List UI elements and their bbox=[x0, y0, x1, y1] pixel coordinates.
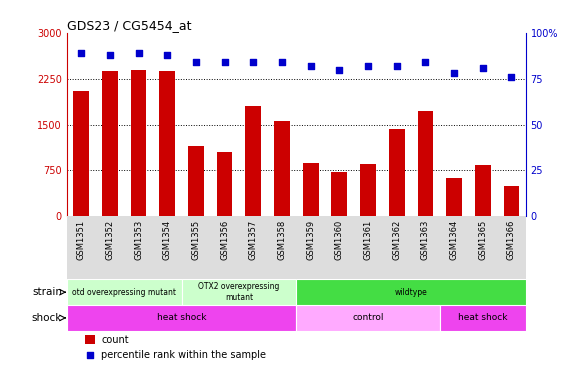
Text: heat shock: heat shock bbox=[458, 313, 508, 322]
Text: strain: strain bbox=[32, 287, 62, 297]
Text: control: control bbox=[352, 313, 384, 322]
Text: GSM1365: GSM1365 bbox=[478, 219, 487, 259]
Text: GSM1357: GSM1357 bbox=[249, 219, 258, 259]
Text: GSM1356: GSM1356 bbox=[220, 219, 229, 259]
Point bbox=[335, 67, 344, 72]
Bar bbox=[102, 71, 118, 216]
Point bbox=[277, 59, 286, 65]
FancyBboxPatch shape bbox=[440, 305, 526, 331]
Text: percentile rank within the sample: percentile rank within the sample bbox=[101, 350, 266, 361]
Text: heat shock: heat shock bbox=[157, 313, 206, 322]
FancyBboxPatch shape bbox=[181, 279, 296, 305]
Bar bbox=[217, 152, 232, 216]
Text: GSM1362: GSM1362 bbox=[392, 219, 401, 259]
Text: wildtype: wildtype bbox=[394, 288, 428, 297]
Point bbox=[163, 52, 172, 58]
Point bbox=[191, 59, 200, 65]
Text: GSM1358: GSM1358 bbox=[278, 219, 286, 259]
Text: GSM1354: GSM1354 bbox=[163, 219, 172, 259]
Bar bbox=[360, 164, 376, 216]
Bar bbox=[389, 129, 404, 216]
Bar bbox=[274, 121, 290, 216]
FancyBboxPatch shape bbox=[296, 279, 526, 305]
Point bbox=[504, 281, 514, 287]
Text: GSM1361: GSM1361 bbox=[364, 219, 372, 259]
Bar bbox=[85, 335, 95, 344]
Text: shock: shock bbox=[32, 313, 62, 323]
Text: GSM1352: GSM1352 bbox=[105, 219, 114, 259]
Bar bbox=[418, 111, 433, 216]
Text: GSM1353: GSM1353 bbox=[134, 219, 143, 259]
Point bbox=[249, 59, 258, 65]
Bar bbox=[159, 71, 175, 216]
Point bbox=[134, 50, 143, 56]
Bar bbox=[73, 91, 89, 216]
Point bbox=[220, 59, 229, 65]
Point bbox=[77, 50, 86, 56]
Text: count: count bbox=[101, 335, 129, 345]
Bar bbox=[245, 106, 261, 216]
Bar bbox=[446, 178, 462, 216]
Text: OTX2 overexpressing
mutant: OTX2 overexpressing mutant bbox=[198, 283, 279, 302]
Bar bbox=[131, 70, 146, 216]
FancyBboxPatch shape bbox=[296, 305, 440, 331]
Bar bbox=[331, 172, 347, 216]
Text: GSM1366: GSM1366 bbox=[507, 219, 516, 260]
Bar bbox=[188, 146, 204, 216]
Text: GSM1355: GSM1355 bbox=[191, 219, 200, 259]
Bar bbox=[303, 163, 318, 216]
Text: GSM1364: GSM1364 bbox=[450, 219, 458, 259]
Point bbox=[478, 65, 487, 71]
Point bbox=[507, 74, 516, 80]
Text: GSM1360: GSM1360 bbox=[335, 219, 344, 259]
Point bbox=[450, 70, 459, 76]
Text: otd overexpressing mutant: otd overexpressing mutant bbox=[72, 288, 176, 297]
Text: GSM1363: GSM1363 bbox=[421, 219, 430, 260]
Bar bbox=[475, 165, 491, 216]
FancyBboxPatch shape bbox=[67, 305, 296, 331]
Text: GSM1359: GSM1359 bbox=[306, 219, 315, 259]
Point bbox=[392, 63, 401, 69]
FancyBboxPatch shape bbox=[67, 279, 181, 305]
Point bbox=[421, 59, 430, 65]
Point bbox=[363, 63, 372, 69]
Bar bbox=[504, 186, 519, 216]
Text: GSM1351: GSM1351 bbox=[77, 219, 85, 259]
Point bbox=[105, 52, 114, 58]
Text: GDS23 / CG5454_at: GDS23 / CG5454_at bbox=[67, 19, 191, 32]
Point bbox=[306, 63, 315, 69]
